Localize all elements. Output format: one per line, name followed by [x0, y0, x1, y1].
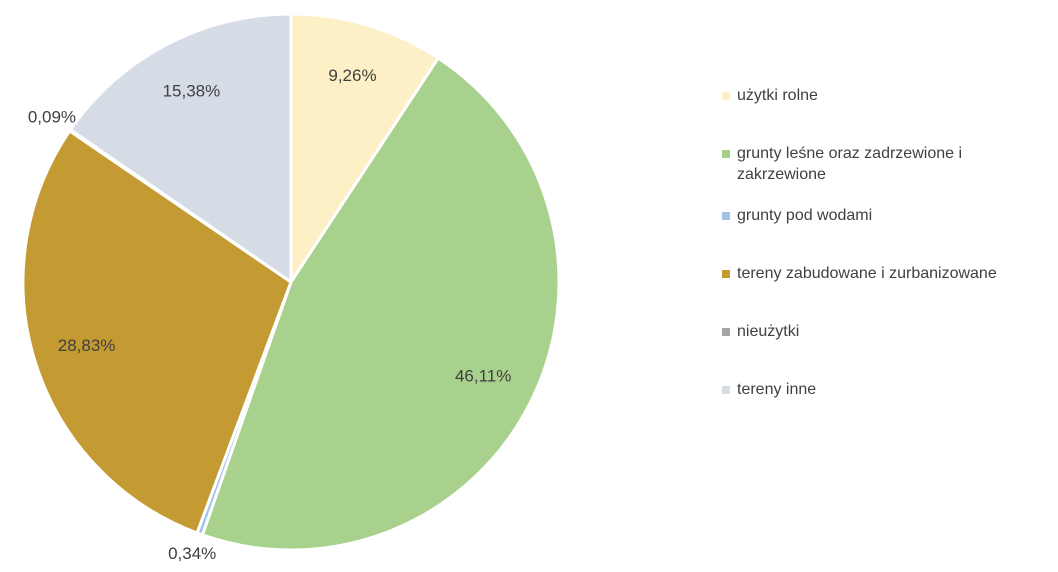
- legend-item: grunty pod wodami: [722, 205, 1052, 226]
- data-label: 15,38%: [163, 82, 221, 101]
- legend-label: grunty pod wodami: [737, 207, 873, 224]
- data-label: 0,09%: [28, 107, 76, 126]
- pie-slice: [68, 12, 293, 284]
- legend-item: tereny inne: [722, 379, 1052, 400]
- legend-swatch: [722, 386, 730, 394]
- legend-swatch: [722, 150, 730, 158]
- legend-label: tereny inne: [737, 381, 817, 398]
- legend-item: grunty leśne oraz zadrzewione i zakrzewi…: [722, 143, 1052, 185]
- legend-swatch: [722, 328, 730, 336]
- legend-label: nieużytki: [737, 323, 800, 340]
- pie-area: 9,26% 46,11% 0,34% 28,83% 0,09% 15,38%: [21, 12, 561, 563]
- pie-slice: [200, 56, 561, 552]
- pie-slice: [289, 12, 440, 284]
- legend-label: tereny zabudowane i zurbanizowane: [737, 265, 997, 282]
- legend-swatch: [722, 92, 730, 100]
- legend-label: grunty leśne oraz zadrzewione i zakrzewi…: [737, 145, 963, 183]
- legend-item: użytki rolne: [722, 85, 1052, 106]
- legend-item: tereny zabudowane i zurbanizowane: [722, 263, 1052, 284]
- legend: użytki rolne grunty leśne oraz zadrzewion…: [722, 85, 1052, 400]
- legend-item: nieużytki: [722, 321, 1052, 342]
- pie-slice: [21, 129, 293, 535]
- legend-swatch: [722, 270, 730, 278]
- legend-swatch: [722, 212, 730, 220]
- data-label: 46,11%: [455, 367, 511, 386]
- data-label: 0,34%: [168, 544, 216, 563]
- legend-label: użytki rolne: [737, 87, 818, 104]
- data-label: 9,26%: [328, 66, 376, 85]
- data-label: 28,83%: [58, 336, 116, 355]
